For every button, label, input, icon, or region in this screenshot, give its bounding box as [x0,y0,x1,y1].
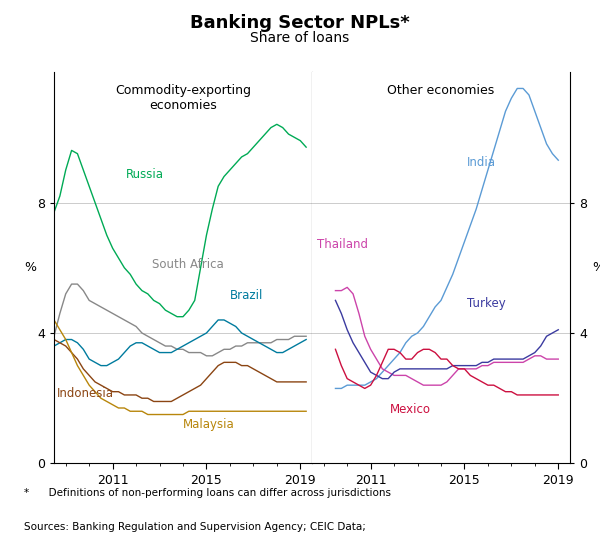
Text: Malaysia: Malaysia [183,418,235,431]
Text: *      Definitions of non-performing loans can differ across jurisdictions: * Definitions of non-performing loans ca… [24,488,391,498]
Text: Share of loans: Share of loans [250,31,350,44]
Text: Mexico: Mexico [389,402,430,416]
Text: Commodity-exporting
economies: Commodity-exporting economies [115,84,251,112]
Text: South Africa: South Africa [152,258,224,271]
Text: Brazil: Brazil [229,289,263,302]
Y-axis label: %: % [24,261,36,274]
Text: Indonesia: Indonesia [56,387,113,400]
Text: Sources: Banking Regulation and Supervision Agency; CEIC Data;: Sources: Banking Regulation and Supervis… [24,522,366,532]
Text: Thailand: Thailand [317,238,368,251]
Y-axis label: %: % [592,261,600,274]
Text: India: India [467,156,496,169]
Text: Banking Sector NPLs*: Banking Sector NPLs* [190,14,410,32]
Text: Russia: Russia [126,168,164,181]
Text: Turkey: Turkey [467,297,506,310]
Text: Other economies: Other economies [388,84,494,97]
